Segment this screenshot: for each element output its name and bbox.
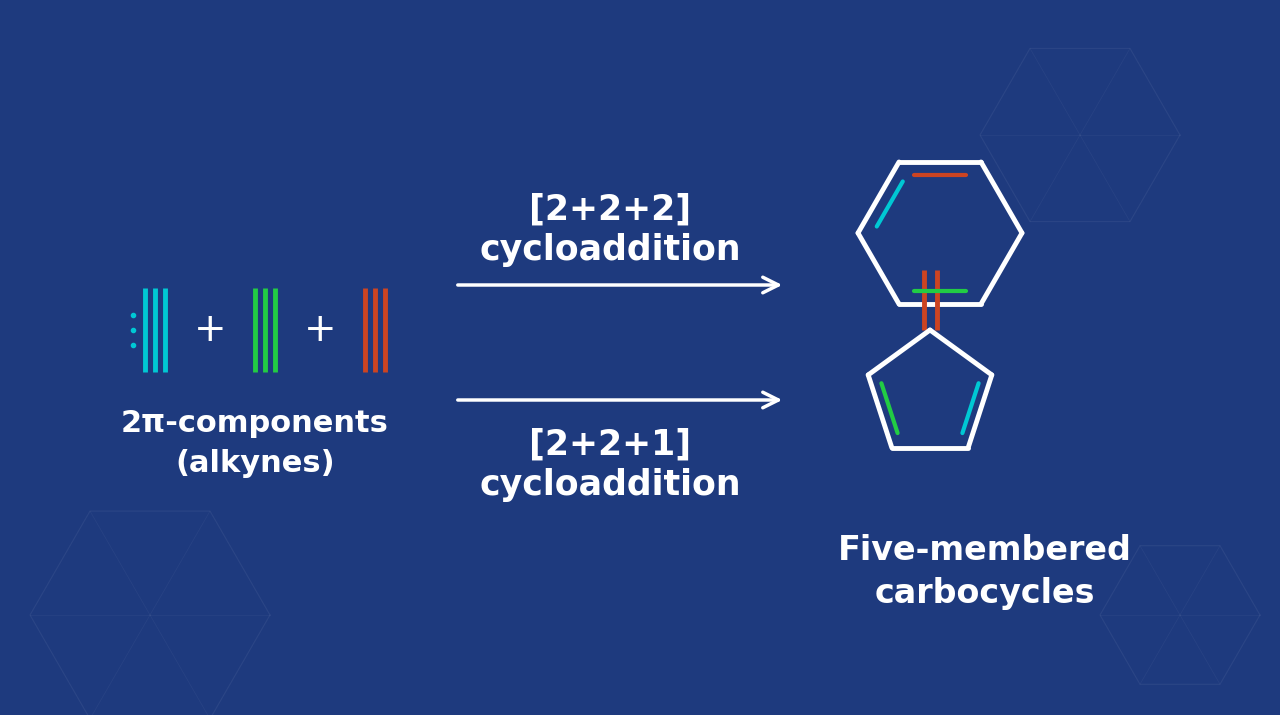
Text: [2+2+1]: [2+2+1] [529,428,691,462]
Text: [2+2+2]: [2+2+2] [529,193,691,227]
Text: cycloaddition: cycloaddition [479,233,741,267]
Text: 2π-components: 2π-components [122,408,389,438]
Text: Five-membered: Five-membered [838,533,1132,566]
Text: +: + [193,311,227,349]
Text: +: + [303,311,337,349]
Text: (alkynes): (alkynes) [175,448,335,478]
Text: carbocycles: carbocycles [874,576,1096,609]
Text: cycloaddition: cycloaddition [479,468,741,502]
